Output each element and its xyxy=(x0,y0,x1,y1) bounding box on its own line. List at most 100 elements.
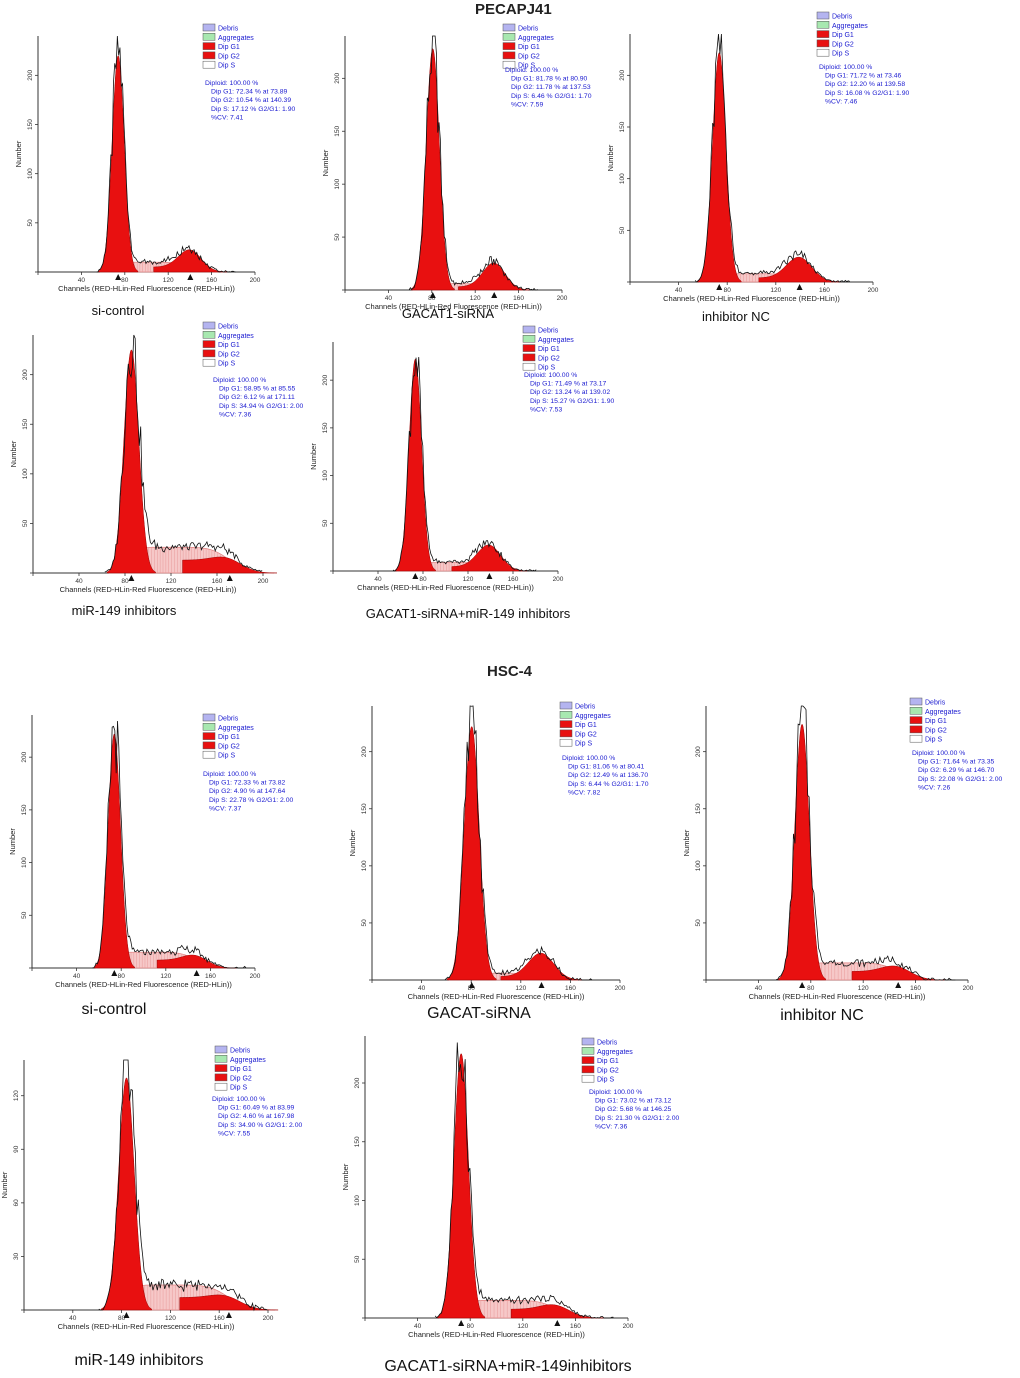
legend-label: Debris xyxy=(575,704,596,711)
x-tick-label: 200 xyxy=(963,985,974,992)
stats-line: Diploid: 100.00 % xyxy=(213,377,266,384)
x-tick-label: 120 xyxy=(160,973,171,980)
y-tick-label: 30 xyxy=(13,1252,20,1260)
legend-label: Dip S xyxy=(518,63,535,70)
stats-line: Dip G1: 72.33 % at 73.82 xyxy=(209,780,286,787)
legend-label: Dip S xyxy=(218,63,235,70)
histogram-trace xyxy=(92,721,247,969)
legend-swatch xyxy=(816,11,830,20)
y-tick-label: 120 xyxy=(13,1090,20,1101)
legend-swatch xyxy=(522,335,536,343)
y-tick-label: 100 xyxy=(27,168,34,179)
stats-line: %CV: 7.59 xyxy=(511,101,543,108)
legend-label: Dip G2 xyxy=(925,727,947,734)
y-tick-label: 150 xyxy=(22,418,29,429)
histogram-panel: 40 80 120 160 200 50 100 150 200 Channels (RED-HL… xyxy=(14,23,295,318)
peak-marker xyxy=(225,1312,232,1318)
peak-marker xyxy=(115,274,122,280)
y-tick-label: 200 xyxy=(27,70,34,81)
legend-label: Aggregates xyxy=(575,713,611,720)
legend-label: Debris xyxy=(832,14,853,21)
peak-marker xyxy=(193,970,200,976)
y-tick-label: 50 xyxy=(695,919,702,927)
y-tick-label: 200 xyxy=(619,70,626,81)
legend-label: Dip G1 xyxy=(218,44,240,51)
peak-marker xyxy=(187,274,194,280)
y-axis-label: Number xyxy=(682,829,691,856)
stats-line: Diploid: 100.00 % xyxy=(912,750,965,757)
legend-swatch xyxy=(581,1047,595,1055)
stats-line: Diploid: 100.00 % xyxy=(524,372,577,379)
g2-peak xyxy=(500,952,583,981)
legend-label: Aggregates xyxy=(218,35,254,42)
stats-line: Dip G2: 4.60 % at 167.98 xyxy=(218,1113,295,1120)
stats-line: Dip G2: 10.54 % at 140.39 xyxy=(211,97,291,104)
legend-swatch xyxy=(202,23,216,32)
stats-line: Diploid: 100.00 % xyxy=(589,1089,642,1096)
y-tick-label: 50 xyxy=(354,1255,361,1263)
legend-label: Dip S xyxy=(832,51,849,58)
legend-label: Debris xyxy=(597,1040,618,1047)
legend-label: Dip G1 xyxy=(218,734,240,741)
g2-peak xyxy=(458,262,531,291)
legend-label: Dip G1 xyxy=(518,44,540,51)
x-tick-label: 120 xyxy=(517,1323,528,1330)
y-tick-label: 100 xyxy=(354,1195,361,1206)
legend-label: Dip S xyxy=(218,753,235,760)
histogram-trace xyxy=(694,33,850,283)
legend-label: Dip G1 xyxy=(538,346,560,353)
x-tick-label: 40 xyxy=(75,578,83,585)
legend-label: Dip G2 xyxy=(538,355,560,362)
x-tick-label: 40 xyxy=(418,985,426,992)
y-tick-label: 100 xyxy=(22,468,29,479)
x-axis-label: Channels (RED-HLin-Red Fluorescence (RED… xyxy=(408,1330,585,1339)
x-tick-label: 200 xyxy=(553,576,564,583)
histogram-trace xyxy=(96,35,236,273)
stats-line: Dip G1: 71.64 % at 73.35 xyxy=(918,759,995,766)
panel-caption: GACAT1-siRNA+miR-149 inhibitors xyxy=(366,606,571,621)
x-axis-label: Channels (RED-HLin-Red Fluorescence (RED… xyxy=(55,980,232,989)
peak-marker xyxy=(128,575,135,581)
x-tick-label: 80 xyxy=(121,277,129,284)
y-tick-label: 90 xyxy=(13,1145,20,1153)
g1-peak xyxy=(98,55,139,273)
legend-label: Dip G2 xyxy=(230,1075,252,1082)
stats-line: Dip G1: 58.95 % at 85.55 xyxy=(219,386,296,393)
section-title-pecapj41: PECAPJ41 xyxy=(475,1,552,18)
legend-swatch xyxy=(909,716,923,724)
legend-label: Aggregates xyxy=(218,725,254,732)
stats-line: Dip S: 22.08 % G2/G1: 2.00 xyxy=(918,776,1002,783)
histogram-trace xyxy=(408,35,539,291)
legend-swatch xyxy=(559,701,573,710)
legend-label: Dip G2 xyxy=(218,743,240,750)
stats-line: Diploid: 100.00 % xyxy=(562,755,615,762)
x-tick-label: 120 xyxy=(858,985,869,992)
y-axis-label: Number xyxy=(14,140,23,167)
peak-marker xyxy=(111,970,118,976)
stats-line: Dip G1: 72.34 % at 73.89 xyxy=(211,89,288,96)
x-tick-label: 120 xyxy=(470,295,481,302)
y-tick-label: 150 xyxy=(334,125,341,136)
legend-swatch xyxy=(202,358,216,367)
x-axis-label: Channels (RED-HLin-Red Fluorescence (RED… xyxy=(60,585,237,594)
stats-line: Dip S: 15.27 % G2/G1: 1.90 xyxy=(530,398,614,405)
g1-peak xyxy=(106,349,157,574)
histogram-trace xyxy=(104,334,263,573)
y-tick-label: 50 xyxy=(619,226,626,234)
x-tick-label: 80 xyxy=(419,576,427,583)
legend-swatch xyxy=(909,697,923,706)
legend-swatch xyxy=(909,734,923,743)
legend-swatch xyxy=(202,713,216,722)
y-tick-label: 50 xyxy=(22,519,29,527)
stats-line: Dip S: 6.44 % G2/G1: 1.70 xyxy=(568,781,649,788)
legend-swatch xyxy=(202,750,216,759)
peak-marker xyxy=(716,284,723,290)
panel-caption: GACAT1-siRNA xyxy=(402,306,495,321)
legend-label: Dip G1 xyxy=(218,342,240,349)
panel-caption: inhibitor NC xyxy=(780,1007,864,1024)
legend-label: Dip G2 xyxy=(218,53,240,60)
y-tick-label: 150 xyxy=(619,121,626,132)
stats-line: Dip S: 34.90 % G2/G1: 2.00 xyxy=(218,1122,302,1129)
x-tick-label: 200 xyxy=(868,287,879,294)
y-tick-label: 200 xyxy=(322,374,329,385)
